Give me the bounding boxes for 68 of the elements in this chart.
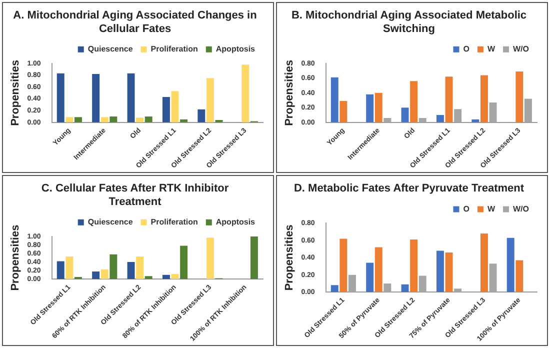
bar bbox=[516, 260, 524, 292]
bar bbox=[410, 81, 418, 122]
bar bbox=[242, 64, 250, 122]
bar bbox=[162, 97, 170, 122]
bar bbox=[436, 250, 444, 292]
y-axis-title: Propensities bbox=[284, 60, 296, 126]
legend-label: Apoptosis bbox=[216, 44, 256, 54]
bar bbox=[340, 100, 348, 122]
y-axis-title: Propensities bbox=[284, 224, 296, 291]
bar bbox=[250, 236, 258, 280]
bar bbox=[171, 91, 179, 122]
bar bbox=[56, 261, 64, 280]
legend-label: W bbox=[487, 204, 496, 214]
chart-title: B. Mitochondrial Aging Associated Metabolic Switching bbox=[291, 10, 527, 35]
legend-label: Apoptosis bbox=[216, 218, 256, 227]
chart-title: C. Cellular Fates After RTK Inhibitor Treatment bbox=[41, 182, 230, 208]
bar bbox=[66, 117, 74, 122]
legend-label: Quiescence bbox=[88, 218, 134, 227]
bar bbox=[92, 271, 100, 280]
bar bbox=[100, 269, 108, 280]
bar bbox=[180, 246, 188, 280]
bar bbox=[330, 77, 338, 122]
bar bbox=[374, 92, 382, 122]
bar bbox=[92, 74, 100, 122]
bar bbox=[127, 73, 135, 122]
legend-label: O bbox=[463, 44, 470, 54]
bar bbox=[480, 234, 488, 292]
bar bbox=[410, 240, 418, 292]
legend-label: Quiescence bbox=[88, 44, 134, 54]
bar bbox=[162, 274, 170, 280]
bar bbox=[198, 109, 206, 122]
legend-label: W/O bbox=[513, 44, 530, 54]
bar bbox=[401, 108, 409, 122]
bar bbox=[136, 256, 144, 280]
legend-label: W bbox=[487, 44, 496, 54]
bar bbox=[340, 238, 348, 292]
bar bbox=[366, 262, 374, 292]
bar bbox=[374, 247, 382, 292]
legend-label: Proliferation bbox=[150, 44, 198, 54]
legend-label: O bbox=[463, 204, 470, 214]
bar bbox=[206, 78, 214, 122]
bar bbox=[110, 116, 118, 122]
chart-title: A. Mitochondrial Aging Associated Changes in Cellular Fates bbox=[13, 10, 258, 35]
legend-label: Proliferation bbox=[150, 218, 198, 227]
bar bbox=[136, 118, 144, 122]
chart-title: D. Metabolic Fates After Pyruvate Treatment bbox=[294, 182, 524, 195]
bar bbox=[66, 256, 74, 280]
bar bbox=[110, 254, 118, 280]
bar bbox=[436, 115, 444, 122]
bar bbox=[144, 276, 152, 280]
bar bbox=[401, 284, 409, 292]
bar bbox=[56, 73, 64, 122]
bar bbox=[100, 117, 108, 122]
bar bbox=[74, 117, 82, 122]
bar bbox=[445, 76, 453, 122]
bar bbox=[366, 94, 374, 122]
bar bbox=[506, 238, 514, 292]
bar bbox=[206, 238, 214, 280]
bar bbox=[171, 274, 179, 280]
bar bbox=[480, 75, 488, 122]
bar bbox=[516, 72, 524, 122]
bar bbox=[144, 116, 152, 122]
y-axis-title: Propensities bbox=[10, 60, 22, 126]
legend-label: W/O bbox=[513, 204, 530, 214]
bar bbox=[445, 252, 453, 292]
bar bbox=[127, 262, 135, 280]
y-axis-title: Propensities bbox=[10, 224, 22, 291]
bar bbox=[330, 285, 338, 292]
